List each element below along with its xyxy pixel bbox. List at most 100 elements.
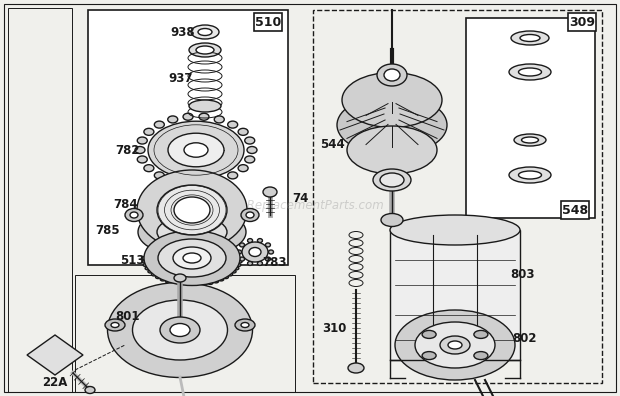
Ellipse shape: [415, 322, 495, 368]
Ellipse shape: [174, 197, 210, 223]
Ellipse shape: [215, 116, 224, 123]
Ellipse shape: [141, 257, 146, 259]
Ellipse shape: [148, 270, 153, 273]
Ellipse shape: [137, 137, 148, 144]
Ellipse shape: [249, 248, 261, 257]
Ellipse shape: [257, 261, 262, 265]
Ellipse shape: [238, 128, 248, 135]
Ellipse shape: [246, 212, 254, 218]
Ellipse shape: [133, 300, 228, 360]
Ellipse shape: [196, 46, 214, 54]
Bar: [313, 10, 602, 383]
Text: 782: 782: [115, 143, 140, 156]
Ellipse shape: [247, 147, 257, 154]
Ellipse shape: [158, 239, 226, 277]
Ellipse shape: [189, 100, 221, 112]
Ellipse shape: [245, 137, 255, 144]
Ellipse shape: [509, 167, 551, 183]
Bar: [390, 230, 520, 360]
Ellipse shape: [514, 134, 546, 146]
Text: 309: 309: [569, 15, 595, 29]
Bar: [466, 18, 595, 218]
Text: 22A: 22A: [42, 375, 68, 388]
Ellipse shape: [156, 276, 161, 279]
Ellipse shape: [228, 121, 237, 128]
Ellipse shape: [145, 267, 150, 270]
Ellipse shape: [196, 283, 201, 286]
Ellipse shape: [135, 147, 145, 154]
Ellipse shape: [422, 352, 436, 360]
Ellipse shape: [380, 173, 404, 187]
Bar: [568, 13, 596, 31]
Bar: [75, 275, 295, 392]
Ellipse shape: [105, 319, 125, 331]
Ellipse shape: [168, 177, 178, 184]
Ellipse shape: [138, 207, 246, 257]
Ellipse shape: [348, 363, 364, 373]
Ellipse shape: [215, 177, 224, 184]
Ellipse shape: [148, 121, 244, 179]
Ellipse shape: [238, 165, 248, 171]
Ellipse shape: [191, 25, 219, 39]
Text: 548: 548: [562, 204, 588, 217]
Ellipse shape: [111, 322, 119, 327]
Ellipse shape: [518, 171, 541, 179]
Text: 802: 802: [512, 331, 536, 345]
Ellipse shape: [177, 283, 182, 286]
Ellipse shape: [213, 280, 218, 283]
Ellipse shape: [448, 341, 462, 349]
Text: 544: 544: [321, 139, 345, 152]
Ellipse shape: [263, 187, 277, 197]
Ellipse shape: [347, 126, 437, 174]
Ellipse shape: [183, 113, 193, 120]
Ellipse shape: [157, 216, 227, 248]
Ellipse shape: [390, 215, 520, 245]
Ellipse shape: [144, 165, 154, 171]
Text: 74: 74: [292, 192, 308, 204]
Text: 783: 783: [262, 255, 286, 268]
Ellipse shape: [239, 243, 244, 247]
Ellipse shape: [223, 276, 228, 279]
Ellipse shape: [199, 180, 209, 187]
Ellipse shape: [125, 209, 143, 221]
Ellipse shape: [384, 69, 400, 81]
Bar: [254, 13, 282, 31]
Polygon shape: [27, 335, 83, 375]
Ellipse shape: [521, 137, 539, 143]
Ellipse shape: [228, 273, 232, 276]
Ellipse shape: [242, 242, 268, 262]
Ellipse shape: [137, 170, 247, 250]
Ellipse shape: [265, 243, 270, 247]
Ellipse shape: [199, 113, 209, 120]
Ellipse shape: [474, 352, 488, 360]
Ellipse shape: [183, 180, 193, 187]
Ellipse shape: [219, 278, 224, 281]
Ellipse shape: [166, 280, 171, 283]
Ellipse shape: [157, 185, 227, 235]
Bar: [8, 8, 72, 392]
Ellipse shape: [245, 156, 255, 163]
Ellipse shape: [342, 72, 442, 128]
Ellipse shape: [151, 273, 156, 276]
Ellipse shape: [154, 172, 164, 179]
Ellipse shape: [518, 68, 541, 76]
Ellipse shape: [144, 128, 154, 135]
Ellipse shape: [395, 310, 515, 380]
Ellipse shape: [85, 386, 95, 394]
Text: 785: 785: [95, 223, 120, 236]
Ellipse shape: [184, 143, 208, 157]
Text: 510: 510: [255, 15, 281, 29]
Ellipse shape: [381, 213, 403, 227]
Ellipse shape: [161, 278, 166, 281]
Ellipse shape: [337, 95, 447, 155]
Ellipse shape: [231, 270, 236, 273]
Text: 938: 938: [170, 25, 195, 38]
Ellipse shape: [234, 267, 239, 270]
Ellipse shape: [130, 212, 138, 218]
Text: 784: 784: [113, 198, 138, 211]
Ellipse shape: [168, 116, 178, 123]
Ellipse shape: [144, 230, 240, 286]
Ellipse shape: [154, 121, 164, 128]
Ellipse shape: [237, 260, 242, 263]
Ellipse shape: [170, 324, 190, 337]
